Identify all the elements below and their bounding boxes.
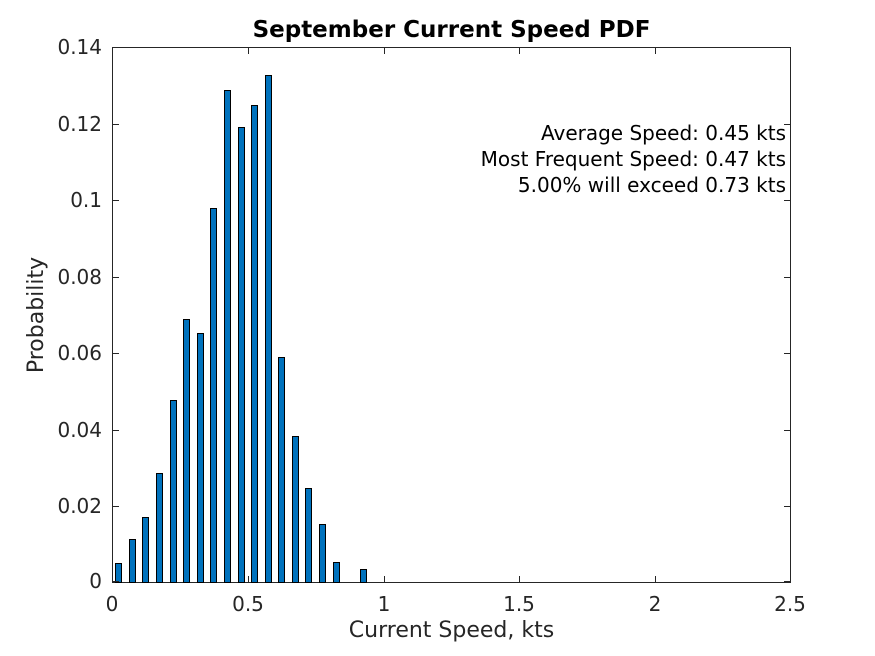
y-axis-tick [113, 430, 119, 431]
histogram-bar [237, 127, 245, 583]
histogram-bar [291, 436, 299, 583]
x-axis-label: Current Speed, kts [348, 618, 555, 643]
histogram-bar [305, 488, 313, 583]
y-tick-label: 0.12 [57, 112, 102, 136]
y-tick-label: 0.06 [57, 341, 102, 365]
histogram-bar [359, 568, 367, 583]
x-axis-tick-mirror [519, 48, 520, 54]
y-axis-tick [113, 200, 119, 201]
histogram-bar [332, 561, 340, 583]
x-tick-label: 0 [105, 592, 119, 616]
histogram-bar [128, 539, 136, 583]
y-axis-tick-mirror [784, 581, 790, 582]
x-tick-label: 2 [648, 592, 662, 616]
histogram-bar [169, 400, 177, 583]
histogram-bar [183, 319, 191, 583]
histogram-bar [210, 207, 218, 583]
x-tick-label: 1 [377, 592, 391, 616]
y-tick-label: 0 [89, 569, 102, 593]
y-tick-label: 0.04 [57, 418, 102, 442]
y-tick-label: 0.14 [57, 35, 102, 59]
histogram-bar [156, 473, 163, 583]
stats-annotation-line-exceed: 5.00% will exceed 0.73 kts [517, 173, 786, 197]
y-tick-label: 0.02 [57, 494, 102, 518]
x-axis-tick [519, 576, 520, 582]
y-tick-label: 0.08 [57, 265, 102, 289]
x-tick-label: 1.5 [503, 592, 535, 616]
y-axis-tick [113, 277, 119, 278]
stats-annotation: Average Speed: 0.45 kts Most Frequent Sp… [481, 120, 786, 198]
histogram-bar [278, 356, 286, 583]
y-axis-tick-mirror [784, 430, 790, 431]
histogram-bar [142, 516, 150, 583]
x-axis-tick-mirror [248, 48, 249, 54]
stats-annotation-line-mode: Most Frequent Speed: 0.47 kts [480, 147, 786, 171]
x-axis-tick [655, 576, 656, 582]
x-axis-tick-mirror [655, 48, 656, 54]
y-axis-tick-mirror [784, 47, 790, 48]
y-axis-tick [113, 581, 119, 582]
histogram-bar [251, 104, 259, 583]
chart-title: September Current Speed PDF [252, 17, 651, 43]
y-axis-tick-mirror [784, 353, 790, 354]
y-axis-tick-mirror [784, 124, 790, 125]
x-axis-tick [112, 576, 113, 582]
y-axis-tick [113, 506, 119, 507]
y-axis-tick-mirror [784, 506, 790, 507]
x-axis-tick-mirror [384, 48, 385, 54]
x-axis-tick [384, 576, 385, 582]
y-axis-tick [113, 353, 119, 354]
y-tick-label: 0.1 [70, 188, 102, 212]
x-axis-tick-mirror [112, 48, 113, 54]
y-axis-tick [113, 47, 119, 48]
y-axis-tick [113, 124, 119, 125]
y-axis-tick-mirror [784, 277, 790, 278]
histogram-bar [115, 562, 123, 583]
y-axis-tick-mirror [784, 200, 790, 201]
x-tick-label: 2.5 [774, 592, 806, 616]
histogram-bar [223, 90, 231, 583]
x-axis-tick [790, 576, 791, 582]
x-axis-tick-mirror [790, 48, 791, 54]
histogram-bar [264, 75, 272, 583]
x-axis-tick [248, 576, 249, 582]
histogram-bar [196, 333, 204, 583]
histogram-bar [319, 524, 326, 583]
stats-annotation-line-average: Average Speed: 0.45 kts [540, 121, 786, 145]
x-tick-label: 0.5 [232, 592, 264, 616]
